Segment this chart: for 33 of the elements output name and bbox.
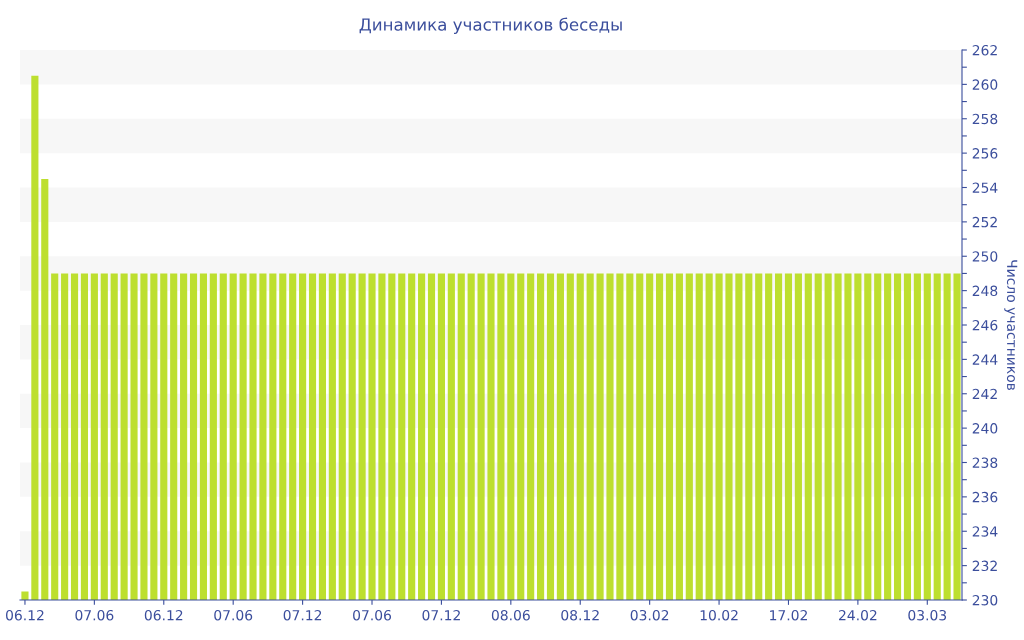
y-tick-label: 252 [972,216,997,228]
y-tick-label: 248 [972,285,998,297]
x-tick-label: 06.12 [5,609,44,621]
x-tick-label: 07.12 [422,609,460,621]
y-tick-label: 230 [972,594,998,606]
y-tick-label: 232 [972,560,997,572]
y-tick-label: 260 [972,79,998,90]
y-tick-label: 236 [972,491,998,503]
x-tick-label: 08.12 [561,609,599,621]
x-tick-label: 10.02 [700,609,738,621]
x-tick-label: 07.06 [353,609,392,621]
x-tick-label: 17.02 [770,609,807,621]
y-tick-label: 244 [972,354,998,365]
y-tick-label: 258 [972,113,998,125]
y-tick-label: 240 [972,423,998,434]
x-tick-label: 07.06 [75,609,114,621]
y-tick-label: 246 [972,319,998,331]
x-tick-label: 03.02 [630,609,669,621]
y-tick-label: 256 [972,148,998,159]
y-tick-label: 250 [972,251,998,262]
chart-title: Динамика участников беседы [359,17,622,35]
x-tick-label: 06.12 [144,609,183,621]
x-tick-label: 24.02 [839,609,877,621]
x-tick-label: 08.06 [491,609,530,621]
x-tick-label: 07.06 [214,609,253,621]
x-tick-label: 03.03 [908,609,947,621]
y-tick-label: 234 [972,526,998,537]
y-axis-title: Число участников [1004,260,1018,391]
x-tick-label: 07.12 [283,609,322,621]
y-tick-label: 238 [972,457,998,468]
y-tick-label: 262 [972,44,997,56]
y-tick-label: 242 [972,388,997,400]
y-tick-label: 254 [972,182,998,193]
